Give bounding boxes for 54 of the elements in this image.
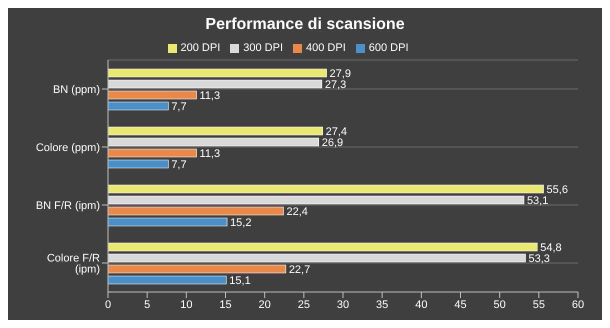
- x-tick-label: 45: [454, 298, 467, 311]
- x-tick-label: 40: [415, 298, 428, 311]
- data-label: 53,3: [528, 253, 550, 265]
- x-tick-label: 20: [258, 298, 271, 311]
- bar: [108, 242, 538, 252]
- bar: [108, 218, 228, 226]
- legend-label: 200 DPI: [180, 42, 220, 54]
- data-label: 55,6: [546, 184, 568, 196]
- bar: [108, 254, 526, 262]
- y-tick-label: Colore (ppm): [36, 142, 100, 154]
- legend-label: 600 DPI: [368, 42, 408, 54]
- bar: [108, 148, 197, 158]
- bar: [108, 126, 323, 136]
- x-tick-label: 30: [336, 298, 350, 311]
- data-label: 15,2: [230, 217, 252, 229]
- bar: [108, 206, 284, 216]
- data-label: 27,9: [330, 68, 351, 80]
- data-label: 53,1: [526, 195, 548, 207]
- bar: [108, 160, 169, 168]
- data-label: 22,7: [288, 264, 310, 276]
- x-tick-label: 55: [532, 298, 545, 311]
- bar: [108, 138, 320, 146]
- bar: [108, 196, 524, 204]
- data-label: 15,1: [229, 275, 251, 287]
- data-label: 27,3: [324, 79, 346, 91]
- x-tick-label: 25: [298, 298, 310, 311]
- x-tick-label: 60: [572, 298, 584, 311]
- x-tick-label: 50: [494, 298, 506, 311]
- legend-label: 300 DPI: [243, 42, 283, 54]
- bar: [108, 276, 227, 284]
- bar: [108, 102, 169, 110]
- data-label: 26,9: [322, 137, 344, 149]
- x-tick-label: 35: [376, 298, 388, 311]
- x-tick-label: 10: [180, 298, 192, 311]
- bar: [108, 264, 286, 274]
- chart-title: Performance di scansione: [204, 15, 406, 35]
- x-tick-label: 15: [219, 298, 232, 311]
- data-label: 7,7: [171, 159, 187, 171]
- data-label: 11,3: [200, 148, 220, 160]
- data-label: 27,4: [326, 126, 348, 138]
- x-tick-label: 5: [144, 298, 150, 311]
- x-tick-label: 0: [104, 298, 112, 311]
- bar: [108, 80, 322, 88]
- data-label: 22,4: [286, 206, 308, 218]
- data-label: 11,3: [200, 90, 220, 102]
- data-label: 54,8: [540, 242, 562, 254]
- y-tick-label: BN F/R (ipm): [36, 200, 100, 212]
- data-label: 7,7: [171, 101, 187, 113]
- y-tick-label: Colore F/R (ipm): [46, 252, 100, 276]
- bar: [108, 90, 197, 100]
- y-tick-label: BN (ppm): [52, 84, 100, 96]
- legend-label: 400 DPI: [306, 42, 346, 54]
- bar: [108, 68, 327, 78]
- bar: [108, 184, 544, 194]
